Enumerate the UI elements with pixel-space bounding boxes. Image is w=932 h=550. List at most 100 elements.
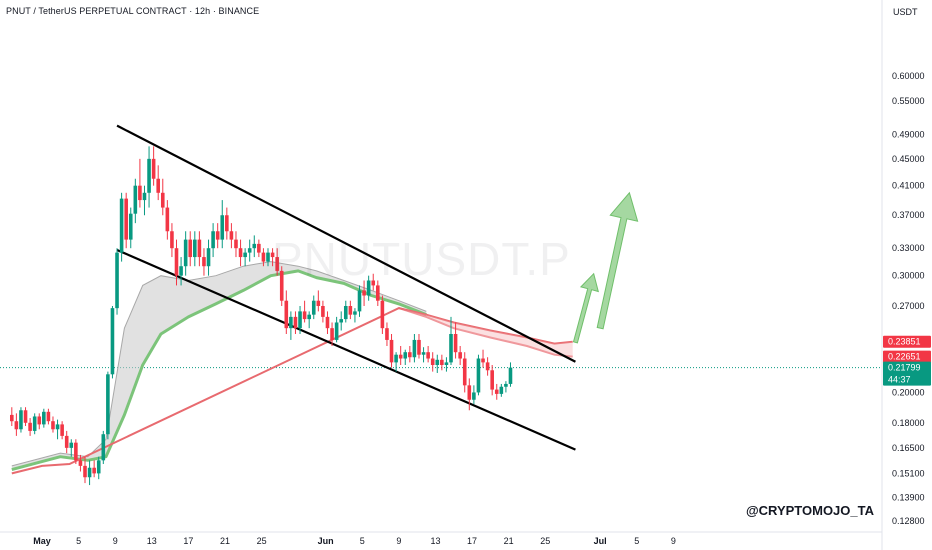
candle <box>74 439 78 465</box>
candle <box>51 416 55 433</box>
candle <box>197 231 202 267</box>
price-tick-label: 0.45000 <box>892 154 925 164</box>
up-arrow-icon <box>596 191 639 330</box>
candle <box>398 345 403 365</box>
price-tick-label: 0.18000 <box>892 418 925 428</box>
candle <box>458 345 462 365</box>
candle <box>147 146 151 208</box>
candle <box>430 352 435 372</box>
candle <box>298 306 302 334</box>
ma-price-badge: 0.23851 <box>883 335 931 348</box>
candle <box>124 192 128 249</box>
candle <box>389 333 394 368</box>
svg-text:0.23851: 0.23851 <box>888 337 921 347</box>
symbol-watermark: PNUTUSDT.P <box>272 233 571 285</box>
candle <box>462 352 467 393</box>
candle <box>160 178 165 216</box>
time-tick-label: 9 <box>671 536 676 546</box>
price-tick-label: 0.15100 <box>892 468 925 478</box>
candle <box>37 413 42 430</box>
bar-countdown: 44:37 <box>888 375 911 385</box>
moving-averages <box>11 261 573 475</box>
svg-text:0.22651: 0.22651 <box>888 352 921 362</box>
candle <box>234 231 238 258</box>
trendline-lower <box>116 248 576 451</box>
candle <box>353 308 357 323</box>
candle <box>257 239 261 258</box>
red-ma-cloud <box>398 308 573 357</box>
price-tick-label: 0.13900 <box>892 492 925 502</box>
green-ma-line <box>11 269 427 472</box>
candle <box>490 364 494 396</box>
candle <box>289 311 293 340</box>
candle <box>151 146 156 186</box>
svg-text:0.21799: 0.21799 <box>888 363 921 373</box>
candle <box>142 185 147 216</box>
candle <box>453 322 458 359</box>
time-tick-label: 5 <box>76 536 81 546</box>
candle <box>403 349 408 365</box>
candle <box>270 248 275 267</box>
candle <box>101 430 106 465</box>
time-tick-label: 13 <box>147 536 157 546</box>
candle <box>311 295 316 320</box>
candle <box>284 290 289 334</box>
candle <box>435 354 440 373</box>
candle <box>69 439 74 457</box>
candle <box>380 295 385 334</box>
candle <box>133 178 138 224</box>
candle <box>60 421 64 440</box>
ma-price-badge: 0.22651 <box>883 350 931 363</box>
candle <box>444 357 449 372</box>
candle <box>348 300 353 320</box>
candle <box>362 280 366 307</box>
price-axis: 0.60000 0.55000 0.49000 0.45000 0.41000 0.370… <box>892 71 925 526</box>
candle <box>421 347 426 363</box>
candle <box>183 231 188 276</box>
candle <box>494 383 499 400</box>
trendlines <box>116 124 576 451</box>
candles <box>10 146 513 486</box>
candle <box>261 248 266 267</box>
candle <box>220 200 225 249</box>
candle <box>42 408 46 428</box>
time-tick-label: 17 <box>467 536 477 546</box>
candle <box>206 239 211 276</box>
price-tick-label: 0.33000 <box>892 243 925 253</box>
candle <box>96 456 101 480</box>
candle <box>165 200 170 240</box>
candle <box>499 383 504 397</box>
time-tick-label: Jun <box>318 536 334 546</box>
candle <box>10 407 14 427</box>
last-price-badge: 0.21799 44:37 <box>883 361 931 386</box>
up-arrow-icon <box>572 272 599 344</box>
red-ma-line <box>11 307 573 475</box>
candle <box>472 385 476 405</box>
candle <box>55 419 60 440</box>
grid <box>0 0 883 550</box>
candle <box>83 456 87 484</box>
price-tick-label: 0.55000 <box>892 96 925 106</box>
red-ma-line-2 <box>398 307 573 358</box>
candle <box>170 223 174 258</box>
time-tick-label: 21 <box>220 536 230 546</box>
candle <box>14 413 19 436</box>
candle <box>440 354 444 371</box>
candle <box>279 266 284 307</box>
candle <box>252 235 257 258</box>
time-tick-label: Jul <box>594 536 607 546</box>
candle <box>481 349 485 368</box>
candle <box>508 362 513 387</box>
candle <box>243 248 247 267</box>
currency-label: USDT <box>893 7 918 17</box>
symbol-title: PNUT / TetherUS PERPETUAL CONTRACT · 12h… <box>6 6 260 16</box>
price-tick-label: 0.20000 <box>892 387 925 397</box>
candle <box>174 239 179 286</box>
time-tick-label: 9 <box>396 536 401 546</box>
candle <box>485 357 490 376</box>
candle <box>385 322 389 346</box>
candle <box>339 311 344 331</box>
candle <box>417 333 421 359</box>
